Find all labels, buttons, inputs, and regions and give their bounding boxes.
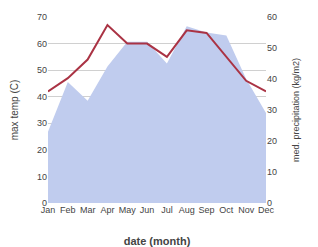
svg-text:date (month): date (month) — [124, 235, 191, 247]
svg-text:30: 30 — [37, 118, 47, 128]
svg-text:Oct: Oct — [219, 205, 234, 215]
svg-text:Aug: Aug — [179, 205, 195, 215]
svg-text:40: 40 — [37, 92, 47, 102]
svg-text:20: 20 — [267, 136, 277, 146]
svg-text:60: 60 — [37, 39, 47, 49]
svg-text:Jul: Jul — [161, 205, 173, 215]
svg-text:med. precipitation (kg/m2): med. precipitation (kg/m2) — [291, 58, 301, 162]
svg-text:0: 0 — [42, 198, 47, 208]
svg-text:Nov: Nov — [238, 205, 255, 215]
svg-text:10: 10 — [267, 167, 277, 177]
svg-text:Mar: Mar — [80, 205, 96, 215]
svg-text:30: 30 — [267, 105, 277, 115]
svg-text:Dec: Dec — [258, 205, 275, 215]
svg-text:50: 50 — [267, 43, 277, 53]
svg-text:Jan: Jan — [41, 205, 56, 215]
svg-text:40: 40 — [267, 74, 277, 84]
svg-text:70: 70 — [37, 12, 47, 22]
svg-text:max temp (C): max temp (C) — [9, 80, 20, 141]
svg-text:Jun: Jun — [140, 205, 155, 215]
svg-text:Feb: Feb — [60, 205, 76, 215]
svg-text:10: 10 — [37, 172, 47, 182]
svg-text:0: 0 — [267, 198, 272, 208]
svg-text:Sep: Sep — [199, 205, 215, 215]
svg-text:50: 50 — [37, 65, 47, 75]
svg-text:Apr: Apr — [100, 205, 114, 215]
svg-text:60: 60 — [267, 12, 277, 22]
svg-text:May: May — [119, 205, 137, 215]
svg-text:20: 20 — [37, 145, 47, 155]
